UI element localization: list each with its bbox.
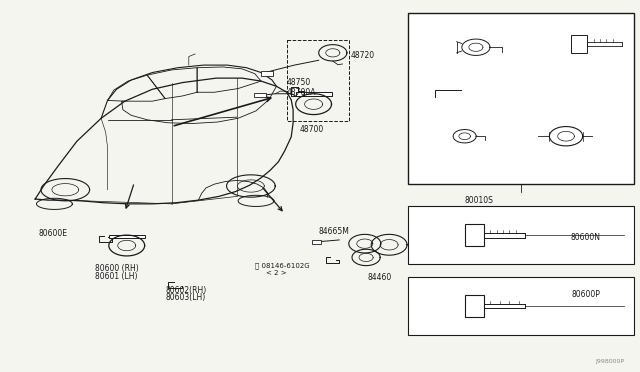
Text: 80600 (RH): 80600 (RH) (95, 264, 138, 273)
Bar (408, 277, 634, 335)
Text: Ⓢ 08146-6102G: Ⓢ 08146-6102G (255, 263, 309, 269)
Text: 80600N: 80600N (570, 233, 600, 242)
Bar (408, 13, 634, 184)
Bar (254, 93, 266, 97)
Bar (261, 71, 273, 76)
Text: 80601 (LH): 80601 (LH) (95, 272, 137, 280)
Text: J998000P: J998000P (595, 359, 624, 364)
Bar (312, 240, 321, 244)
Bar (570, 35, 587, 53)
Bar (296, 92, 332, 96)
Text: 80010S: 80010S (464, 196, 493, 205)
Bar (465, 295, 484, 317)
Text: 48700A: 48700A (287, 88, 316, 97)
Text: < 2 >: < 2 > (266, 270, 287, 276)
Bar (465, 224, 484, 247)
Text: 48700: 48700 (300, 125, 324, 134)
Text: 80600E: 80600E (38, 229, 67, 238)
Bar (408, 206, 634, 264)
Text: 80602(RH): 80602(RH) (165, 286, 206, 295)
Text: 80600P: 80600P (572, 290, 600, 299)
Text: 80603(LH): 80603(LH) (165, 293, 205, 302)
Text: 48750: 48750 (287, 78, 311, 87)
Bar (287, 40, 349, 121)
Text: 84665M: 84665M (319, 227, 349, 236)
Bar (109, 235, 145, 238)
Text: 84460: 84460 (368, 273, 392, 282)
Text: 48720: 48720 (351, 51, 375, 60)
